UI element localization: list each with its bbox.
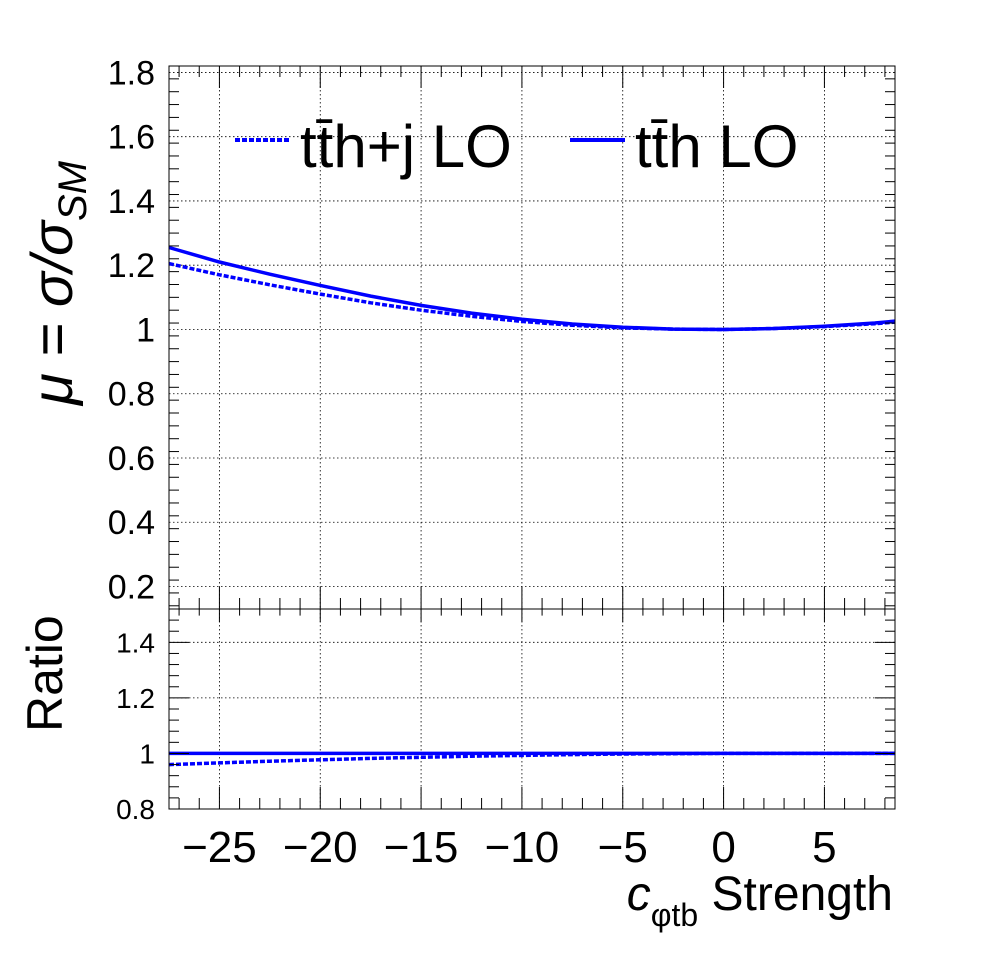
main-series xyxy=(168,245,896,332)
main-y-tick-label: 0.6 xyxy=(108,440,155,478)
ratio-frame xyxy=(168,608,896,810)
ticks: 0.2 0.4 0.6 0.8 1 1.2 1.4 1.6 1.8 0.8 1 1.2 1.4 −25 −2… xyxy=(108,54,895,872)
x-tick-label: 5 xyxy=(812,823,836,872)
main-y-tick-label: 0.4 xyxy=(108,504,155,542)
main-series-tthj-lo-line xyxy=(168,261,896,332)
main-series-tth-lo-line xyxy=(168,245,896,332)
x-tick-label: 0 xyxy=(711,823,735,872)
ratio-grid xyxy=(169,609,895,810)
ratio-y-tick-label: 0.8 xyxy=(116,794,155,825)
x-tick-label: −20 xyxy=(283,823,358,872)
main-y-tick-label: 0.2 xyxy=(108,569,155,607)
ratio-ylabel: Ratio xyxy=(17,615,73,732)
legend: tt̄h+j LO tt̄h LO xyxy=(235,113,798,180)
main-y-tick-label: 1.8 xyxy=(108,54,155,92)
x-tick-label: −15 xyxy=(384,823,459,872)
main-ylabel: μ = σ/σSM xyxy=(20,160,95,407)
main-y-tick-label: 0.8 xyxy=(108,376,155,414)
main-y-tick-label: 1 xyxy=(136,311,155,349)
x-tick-label: −25 xyxy=(182,823,257,872)
x-tick-label: −5 xyxy=(598,823,648,872)
main-y-tick-label: 1.6 xyxy=(108,119,155,157)
ratio-series xyxy=(168,751,895,767)
legend-label-tth-lo: tt̄h LO xyxy=(635,113,798,180)
main-y-tick-label: 1.2 xyxy=(108,247,155,285)
ratio-y-tick-label: 1.2 xyxy=(116,683,155,714)
legend-label-tthj-lo: tt̄h+j LO xyxy=(300,113,512,180)
main-y-tick-label: 1.4 xyxy=(108,183,155,221)
ratio-y-tick-label: 1 xyxy=(139,738,155,769)
x-axis-title: cφtb Strength xyxy=(627,868,893,933)
ratio-y-tick-label: 1.4 xyxy=(116,627,155,658)
x-tick-label: −10 xyxy=(485,823,560,872)
